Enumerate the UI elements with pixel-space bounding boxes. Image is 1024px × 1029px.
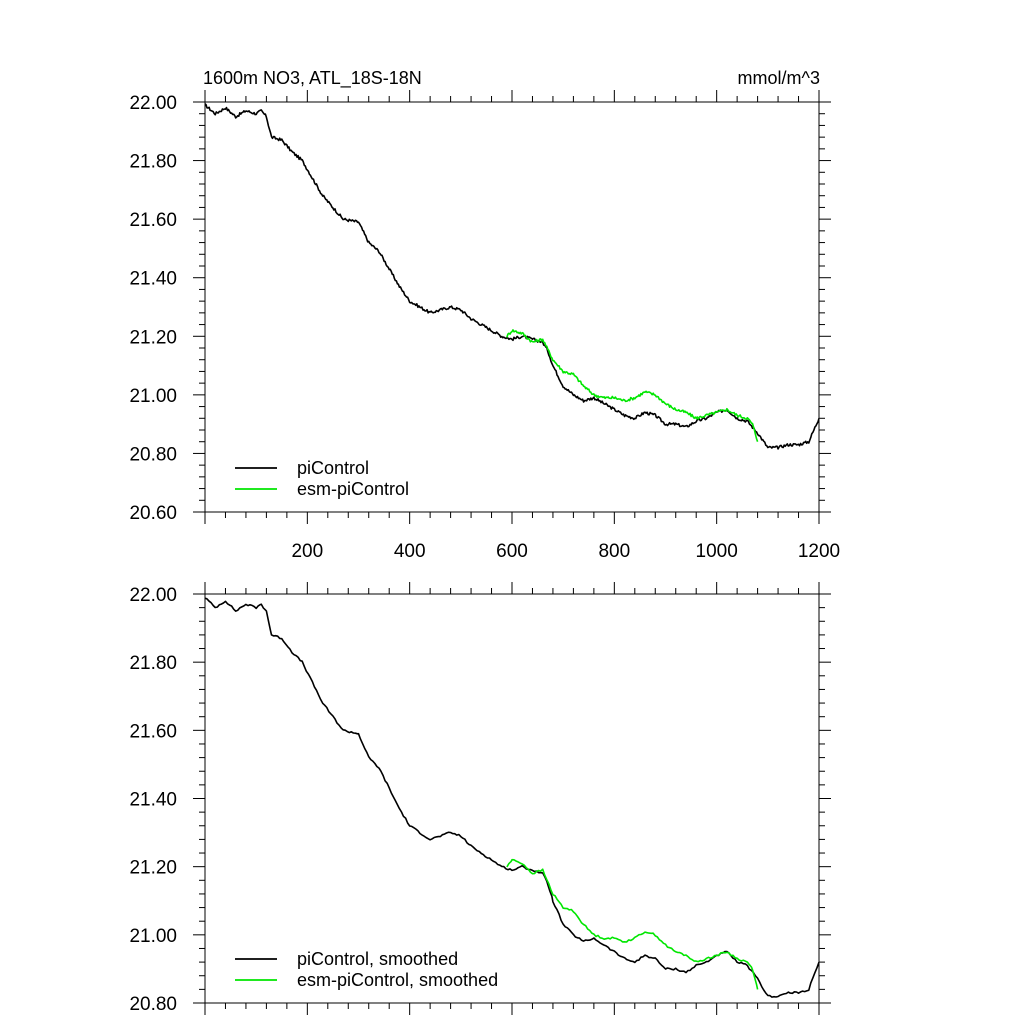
y-tick-label: 21.60 [129,210,177,231]
series-line-picontrol [205,597,819,998]
y-tick-label: 21.00 [129,386,177,407]
y-tick-label: 21.40 [129,790,177,811]
x-tick-label: 600 [496,541,528,562]
y-tick-label: 20.80 [129,994,177,1015]
y-tick-label: 20.60 [129,503,177,524]
series-line-esm-picontrol [506,858,759,990]
x-tick-label: 1200 [798,541,840,562]
y-tick-label: 21.40 [129,269,177,290]
series-group [205,103,819,450]
legend-label: esm-piControl [297,479,409,499]
bottom-panel: 20.80 21.00 21.20 21.40 21.60 21.80 22.00 piCon… [129,582,831,1015]
top-panel: 20.60 20.80 21.00 21.20 21.40 21.60 21.80 22.00… [129,90,840,562]
chart-title: 1600m NO3, ATL_18S-18N [203,68,422,89]
series-line-picontrol [205,103,819,450]
series-line-esm-picontrol [506,329,759,442]
units-label: mmol/m^3 [738,68,820,88]
legend-label: piControl [297,458,369,478]
x-tick-label: 800 [598,541,630,562]
x-tick-label: 400 [394,541,426,562]
x-tick-label: 1000 [696,541,738,562]
series-group [205,597,819,998]
legend-label: piControl, smoothed [297,949,458,969]
plot-frame [204,101,820,513]
plot-frame [204,593,820,1004]
y-tick-label: 22.00 [129,585,177,606]
y-tick-label: 21.20 [129,327,177,348]
y-tick-label: 21.00 [129,926,177,947]
y-tick-label: 20.80 [129,444,177,465]
y-tick-label: 21.20 [129,858,177,879]
x-tick-label: 200 [291,541,323,562]
y-tick-label: 21.80 [129,152,177,173]
y-tick-label: 22.00 [129,93,177,114]
y-tick-label: 21.80 [129,653,177,674]
legend-label: esm-piControl, smoothed [297,970,498,990]
y-tick-label: 21.60 [129,721,177,742]
